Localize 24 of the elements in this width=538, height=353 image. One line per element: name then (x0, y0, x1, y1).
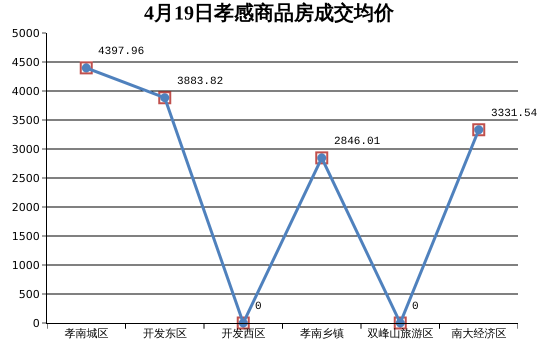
data-label: 3331.54 (491, 108, 538, 120)
x-tick-label: 开发西区 (221, 327, 266, 340)
y-tick-label: 0 (32, 316, 40, 330)
y-tick-label: 2000 (12, 200, 40, 214)
y-tick-label: 1500 (12, 230, 40, 243)
y-tick-label: 500 (18, 288, 40, 301)
y-tick-label: 4500 (12, 56, 40, 69)
data-label: 3883.82 (177, 76, 224, 88)
y-tick-label: 3000 (12, 142, 40, 156)
y-tick-label: 3500 (12, 114, 40, 127)
y-tick-label: 4000 (12, 84, 40, 98)
data-label: 0 (255, 301, 262, 313)
chart-title: 4月19日孝感商品房成交均价 (144, 1, 395, 24)
data-label: 2846.01 (334, 136, 381, 148)
data-label: 0 (412, 301, 419, 313)
y-tick-label: 2500 (12, 172, 40, 185)
x-tick-label: 孝南城区 (64, 327, 108, 340)
x-tick-label: 双峰山旅游区 (367, 327, 434, 340)
x-tick-label: 开发东区 (142, 327, 187, 340)
y-tick-label: 1000 (12, 258, 40, 272)
x-tick-label: 南大经济区 (451, 327, 506, 340)
data-label: 4397.96 (98, 46, 144, 58)
y-tick-label: 5000 (12, 26, 40, 40)
x-tick-label: 孝南乡镇 (300, 327, 344, 340)
